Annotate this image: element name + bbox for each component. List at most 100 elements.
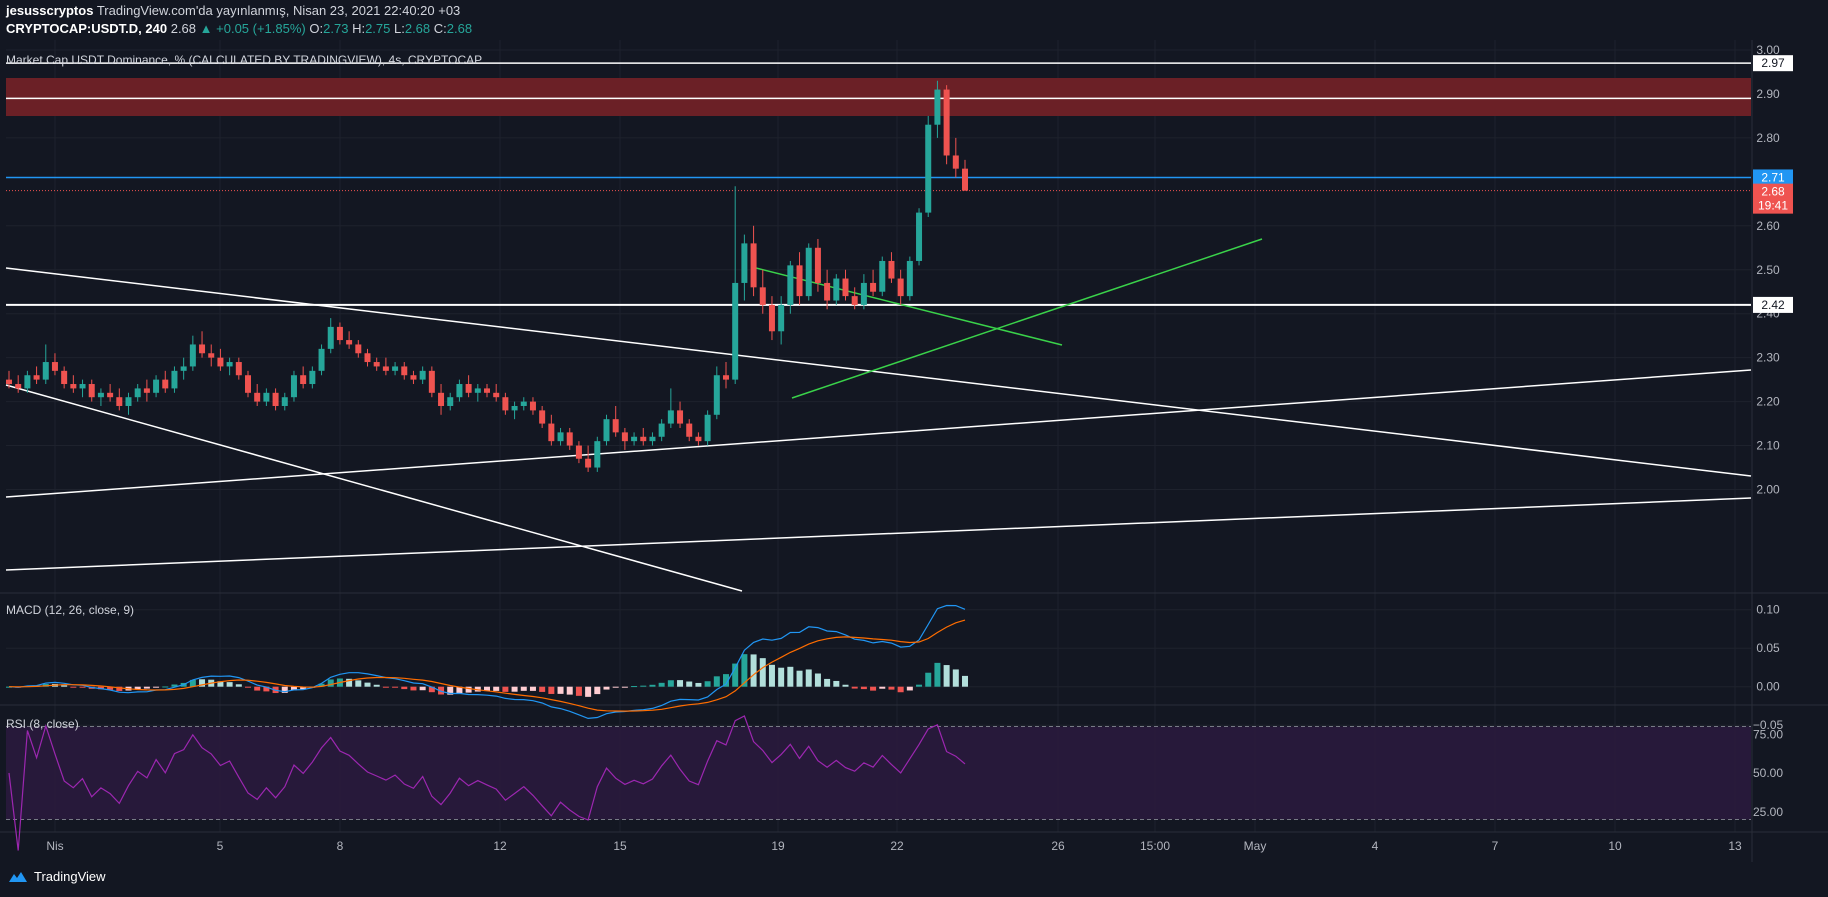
macd-histogram-bar [723, 674, 729, 687]
macd-histogram-bar [364, 682, 371, 687]
macd-histogram-bar [796, 670, 803, 687]
candle-body [860, 282, 867, 305]
time-tick-label: 12 [493, 839, 507, 853]
open-label: O: [309, 21, 324, 36]
candle-body [392, 366, 399, 371]
macd-histogram-bar [79, 686, 86, 688]
price-label-bg [1753, 296, 1793, 313]
macd-histogram-bar [456, 686, 463, 694]
macd-histogram-bar [695, 682, 702, 687]
macd-histogram-bar [732, 663, 739, 687]
candle-body [621, 432, 628, 442]
price-label: 2.42 [1761, 298, 1785, 312]
macd-histogram-bar [787, 666, 794, 687]
rsi-tick-label: 50.00 [1753, 766, 1783, 780]
macd-histogram-bar [70, 686, 77, 688]
candle-body [428, 370, 435, 393]
time-tick-label: 26 [1051, 839, 1065, 853]
macd-histogram-bar [621, 686, 628, 688]
macd-histogram-bar [575, 686, 582, 696]
time-tick-label: 13 [1728, 839, 1742, 853]
last-price: 2.68 [170, 21, 197, 36]
candle-body [355, 344, 362, 354]
price-tick-label: 2.30 [1756, 351, 1780, 365]
chart-canvas[interactable]: Nis 5 8 12 15 19 22 26 15:00 May 4 7 10 13 3.00 2.90 2.8… [0, 40, 1828, 862]
macd-histogram-bar [318, 683, 325, 687]
candle-body [723, 375, 729, 380]
macd-histogram-bar [925, 672, 932, 687]
macd-histogram-bar [373, 684, 380, 687]
candle-body [88, 384, 95, 398]
trend-lines[interactable] [5, 62, 1752, 592]
candle-body [42, 362, 49, 380]
header-line-2: CRYPTOCAP:USDT.D, 240 2.68 ▲ +0.05 (+1.8… [6, 21, 472, 36]
macd-histogram-bar [833, 680, 840, 687]
macd-histogram-bar [107, 686, 114, 690]
candle-body [870, 282, 877, 292]
macd-histogram-bar [814, 673, 821, 687]
candle-body [143, 388, 150, 393]
candle-body [649, 436, 656, 442]
candle-body [61, 370, 68, 385]
candle-body [493, 392, 500, 398]
price-label-bg [1753, 197, 1793, 214]
price-label: 2.97 [1761, 56, 1785, 70]
author-name[interactable]: jesusscryptos [6, 3, 94, 18]
candle-body [787, 265, 794, 305]
candle-body [290, 375, 297, 398]
candle-body [456, 384, 463, 398]
price-tick-label: 3.00 [1756, 43, 1780, 57]
candle-body [879, 260, 886, 292]
candle-body [842, 278, 849, 297]
macd-histogram-bar [842, 684, 849, 687]
candle-body [309, 370, 316, 385]
candle-body [33, 375, 40, 380]
macd-histogram-bar [438, 686, 445, 695]
candle-body [438, 392, 445, 406]
candles[interactable] [6, 80, 968, 472]
candle-body [318, 348, 325, 371]
macd-histogram-bar [465, 686, 472, 693]
candle-body [171, 370, 178, 389]
candle-body [603, 419, 610, 442]
tradingview-logo[interactable]: TradingView [8, 869, 106, 884]
candle-body [962, 168, 968, 191]
candle-body [934, 89, 941, 125]
candle-body [217, 357, 224, 367]
candle-body [768, 304, 775, 332]
candle-body [474, 388, 481, 393]
macd-plot [6, 604, 968, 720]
trendline-descending-lower [5, 384, 743, 592]
price-label: 19:41 [1758, 199, 1788, 213]
candle-body [373, 362, 380, 367]
candle-body [640, 436, 647, 442]
price-tick-label: 2.50 [1756, 263, 1780, 277]
candle-body [401, 366, 408, 376]
macd-tick-label: 0.10 [1756, 603, 1780, 617]
candle-body [153, 379, 160, 393]
grid [0, 40, 1828, 862]
candle-body [15, 384, 22, 389]
symbol-label[interactable]: CRYPTOCAP:USDT.D, 240 [6, 21, 168, 36]
candle-body [677, 410, 684, 424]
candle-body [79, 384, 86, 389]
candle-body [520, 401, 527, 406]
chart-header: jesusscryptos TradingView.com'da yayınla… [0, 0, 1828, 40]
time-tick-label: 4 [1372, 839, 1379, 853]
candle-body [97, 392, 104, 398]
macd-histogram-bar [612, 686, 619, 688]
rsi-tick-label: 25.00 [1753, 805, 1783, 819]
time-tick-label: 19 [771, 839, 785, 853]
candle-body [6, 379, 12, 385]
trendline-ascending-upper [5, 369, 1752, 498]
candle-body [502, 397, 509, 411]
candle-body [631, 436, 638, 442]
macd-histogram-bar [906, 686, 913, 691]
macd-histogram-bar [162, 686, 169, 688]
candle-body [575, 445, 582, 459]
triangle-lower-line [791, 238, 1263, 399]
candle-body [557, 432, 564, 442]
candle-body [24, 375, 31, 389]
main-panel-title: Market Cap USDT Dominance, % (CALCULATED… [6, 53, 483, 67]
macd-histogram-bar [447, 686, 454, 695]
